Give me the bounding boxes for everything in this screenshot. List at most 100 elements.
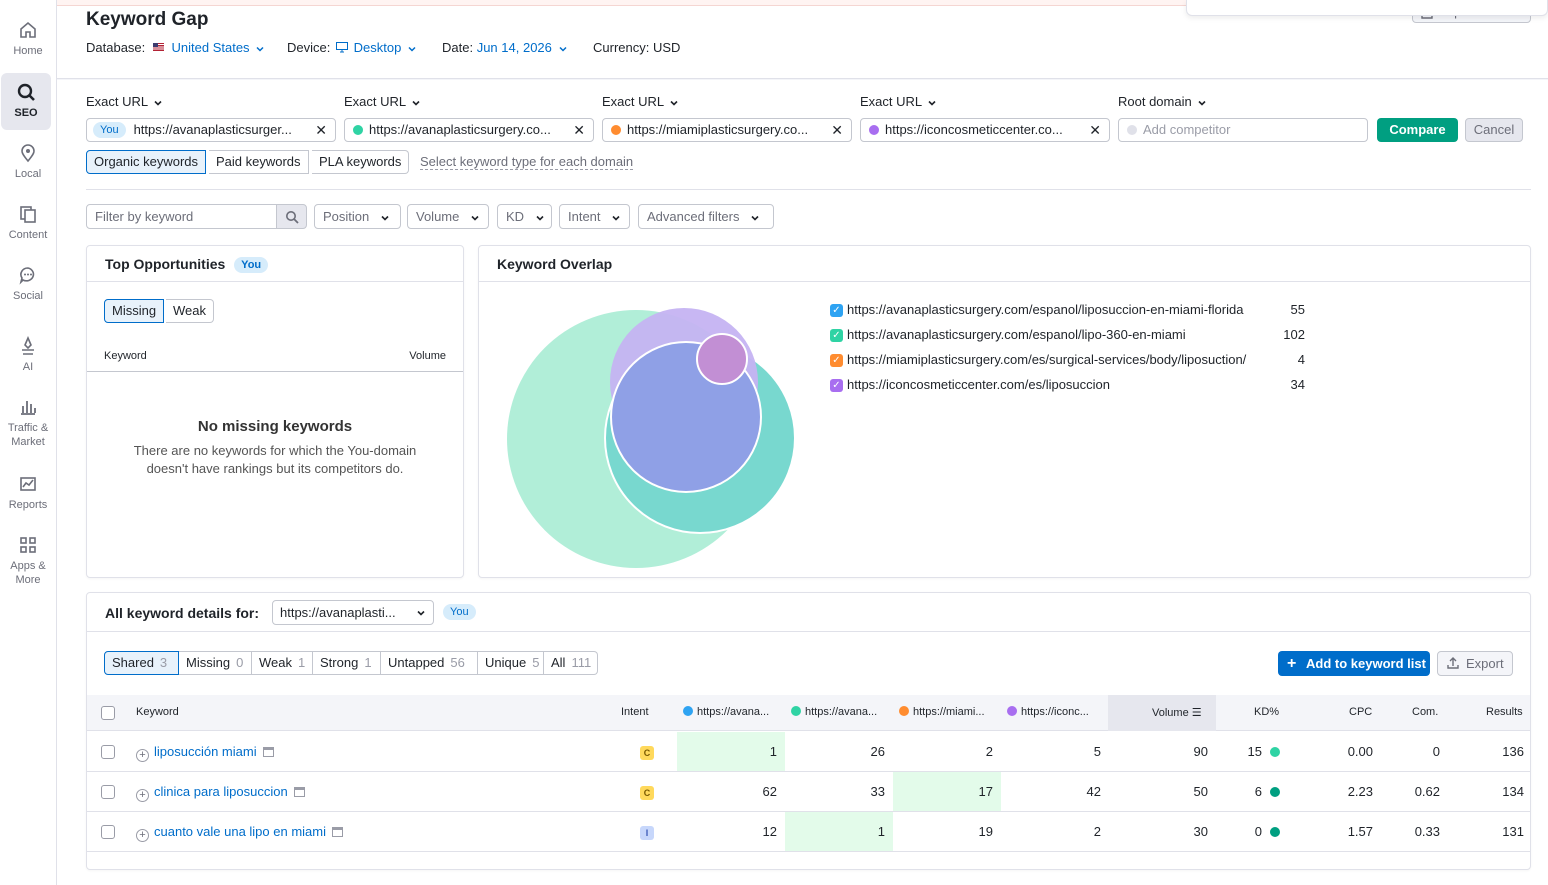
filter-advanced[interactable]: Advanced filters [638, 204, 774, 229]
legend-item[interactable]: ✓ https://avanaplasticsurgery.com/espanol… [830, 326, 1305, 344]
color-dot-icon [683, 706, 693, 716]
row-checkbox[interactable] [101, 785, 115, 799]
tab-weak[interactable]: Weak [166, 299, 214, 323]
col-domain-3[interactable]: https://miami... [899, 706, 985, 718]
col-com[interactable]: Com. [1412, 706, 1439, 718]
add-circle-icon[interactable]: + [136, 749, 149, 762]
domain-type-2[interactable]: Exact URL [344, 94, 420, 109]
seo-icon [17, 83, 35, 101]
col-domain-4[interactable]: https://iconc... [1007, 706, 1089, 718]
select-all-checkbox[interactable] [101, 706, 115, 720]
serp-icon[interactable] [262, 747, 274, 757]
legend-checkbox[interactable]: ✓ [830, 379, 843, 392]
tab-pla-keywords[interactable]: PLA keywords [312, 150, 410, 174]
legend-item[interactable]: ✓ https://avanaplasticsurgery.com/espanol… [830, 301, 1305, 319]
domain-type-5[interactable]: Root domain [1118, 94, 1206, 109]
tab-count: 1 [364, 655, 372, 670]
domain-select[interactable]: https://avanaplasti... [272, 600, 434, 625]
nav-ai[interactable]: AI [0, 336, 56, 374]
filter-kd[interactable]: KD [497, 204, 552, 229]
keyword-link[interactable]: + liposucción miami [136, 732, 274, 772]
nav-home[interactable]: Home [0, 20, 56, 58]
date-label: Date: [442, 40, 474, 55]
select-keyword-type-link[interactable]: Select keyword type for each domain [420, 154, 634, 170]
col-volume[interactable]: Volume ☰ [1152, 707, 1202, 719]
tab-organic-keywords[interactable]: Organic keywords [86, 150, 207, 174]
close-icon[interactable]: ✕ [573, 122, 585, 138]
row-checkbox[interactable] [101, 745, 115, 759]
kd-cell: 15 [1227, 732, 1280, 772]
chevron-down-icon [558, 46, 567, 52]
nav-reports[interactable]: Reports [0, 474, 56, 512]
tab-missing[interactable]: Missing [104, 299, 165, 323]
tab-weak[interactable]: Weak 1 [252, 651, 313, 675]
tab-strong[interactable]: Strong 1 [313, 651, 381, 675]
nav-apps-more[interactable]: Apps & More [0, 535, 56, 587]
chevron-down-icon [408, 46, 416, 52]
legend-item[interactable]: ✓ https://iconcosmeticcenter.com/es/lipos… [830, 376, 1305, 394]
add-circle-icon[interactable]: + [136, 789, 149, 802]
serp-icon[interactable] [293, 787, 305, 797]
add-competitor-input[interactable]: Add competitor [1118, 118, 1368, 142]
position-d4: 42 [1086, 784, 1101, 799]
database-selector[interactable]: Database: United States [86, 40, 264, 55]
domain-type-4[interactable]: Exact URL [860, 94, 936, 109]
legend-checkbox[interactable]: ✓ [830, 304, 843, 317]
you-badge: You [93, 122, 126, 138]
col-domain-2[interactable]: https://avana... [791, 706, 877, 718]
filter-search-button[interactable] [276, 204, 307, 229]
device-selector[interactable]: Device: Desktop [287, 40, 416, 55]
filter-position[interactable]: Position [314, 204, 401, 229]
volume-cell: 90 [1193, 744, 1208, 759]
col-cpc[interactable]: CPC [1349, 706, 1373, 718]
domain-input-you[interactable]: You https://avanaplasticsurger... ✕ [86, 118, 336, 142]
tab-paid-keywords[interactable]: Paid keywords [209, 150, 309, 174]
nav-local[interactable]: Local [0, 143, 56, 181]
close-icon[interactable]: ✕ [1089, 122, 1101, 138]
col-domain-1[interactable]: https://avana... [683, 706, 769, 718]
filter-keyword-input[interactable]: Filter by keyword [86, 204, 277, 229]
legend-checkbox[interactable]: ✓ [830, 329, 843, 342]
filter-position-label: Position [323, 209, 370, 224]
export-button[interactable]: Export [1437, 651, 1513, 676]
nav-traffic-market[interactable]: Traffic & Market [0, 397, 56, 449]
col-intent[interactable]: Intent [621, 706, 649, 718]
position-d1: 12 [762, 824, 777, 839]
col-keyword[interactable]: Keyword [136, 706, 179, 718]
domain-input-3[interactable]: https://miamiplasticsurgery.co... ✕ [602, 118, 852, 142]
col-results[interactable]: Results [1486, 706, 1523, 718]
serp-icon[interactable] [332, 827, 343, 837]
tab-missing[interactable]: Missing 0 [179, 651, 252, 675]
tab-unique[interactable]: Unique 5 [478, 651, 544, 675]
filter-volume[interactable]: Volume [407, 204, 489, 229]
filter-intent[interactable]: Intent [559, 204, 630, 229]
nav-content[interactable]: Content [0, 204, 56, 242]
nav-seo[interactable]: SEO [1, 73, 51, 130]
date-selector[interactable]: Date: Jun 14, 2026 [442, 40, 567, 55]
row-checkbox[interactable] [101, 825, 115, 839]
legend-item[interactable]: ✓ https://miamiplasticsurgery.com/es/surg… [830, 351, 1305, 369]
plus-icon: + [1287, 655, 1297, 672]
col-kd[interactable]: KD% [1254, 706, 1280, 718]
venn-diagram [507, 308, 796, 568]
domain-input-2[interactable]: https://avanaplasticsurgery.co... ✕ [344, 118, 594, 142]
keyword-link[interactable]: + cuanto vale una lipo en miami [136, 812, 343, 852]
domain-type-1[interactable]: Exact URL [86, 94, 162, 109]
bar-chart-icon [21, 401, 36, 415]
compare-button[interactable]: Compare [1377, 118, 1458, 142]
close-icon[interactable]: ✕ [831, 122, 843, 138]
tab-all[interactable]: All 111 [544, 651, 598, 675]
tab-untapped[interactable]: Untapped 56 [381, 651, 478, 675]
domain-input-4[interactable]: https://iconcosmeticcenter.co... ✕ [860, 118, 1110, 142]
close-icon[interactable]: ✕ [315, 122, 327, 138]
legend-checkbox[interactable]: ✓ [830, 354, 843, 367]
domain-type-3[interactable]: Exact URL [602, 94, 678, 109]
cancel-button[interactable]: Cancel [1465, 118, 1523, 142]
add-circle-icon[interactable]: + [136, 829, 149, 842]
keyword-link[interactable]: + clinica para liposuccion [136, 772, 305, 812]
tab-shared[interactable]: Shared 3 [104, 651, 179, 675]
add-to-keyword-list-button[interactable]: + Add to keyword list [1278, 651, 1430, 676]
nav-social[interactable]: Social [0, 265, 56, 303]
tab-count: 0 [236, 655, 244, 670]
intent-cell: C [640, 772, 654, 812]
